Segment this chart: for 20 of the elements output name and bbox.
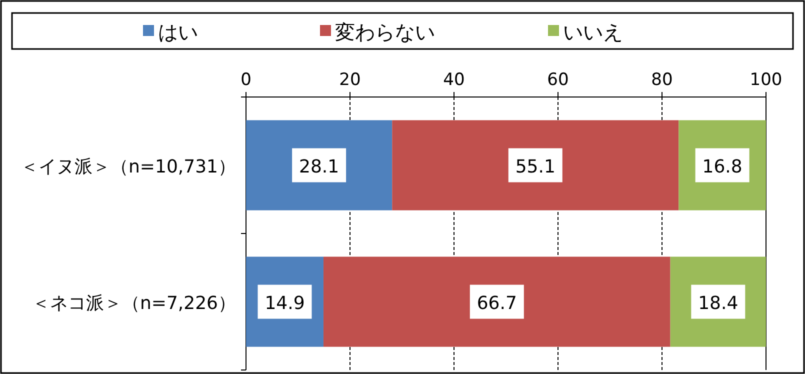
bar [323, 256, 670, 347]
data-label: 16.8 [702, 156, 742, 178]
y-tick-label: ＜イヌ派＞（n=10,731） [20, 156, 236, 178]
data-label: 18.4 [698, 292, 738, 314]
x-tick-label: 20 [339, 70, 361, 90]
x-tick-label: 40 [443, 70, 465, 90]
data-label: 55.1 [515, 156, 556, 178]
bar [392, 120, 679, 210]
data-label: 28.1 [299, 156, 340, 178]
x-tick-label: 80 [651, 70, 673, 90]
bar [246, 120, 392, 210]
data-label: 14.9 [264, 292, 305, 314]
x-tick-label: 100 [750, 70, 782, 90]
legend-label: 変わらない [335, 20, 435, 44]
data-label: 66.7 [476, 292, 517, 314]
x-tick-label: 60 [547, 70, 569, 90]
legend-label: いいえ [563, 20, 623, 44]
x-tick-label: 0 [240, 70, 252, 90]
legend-label: はい [158, 20, 198, 44]
y-tick-label: ＜ネコ派＞（n=7,226） [32, 292, 236, 314]
